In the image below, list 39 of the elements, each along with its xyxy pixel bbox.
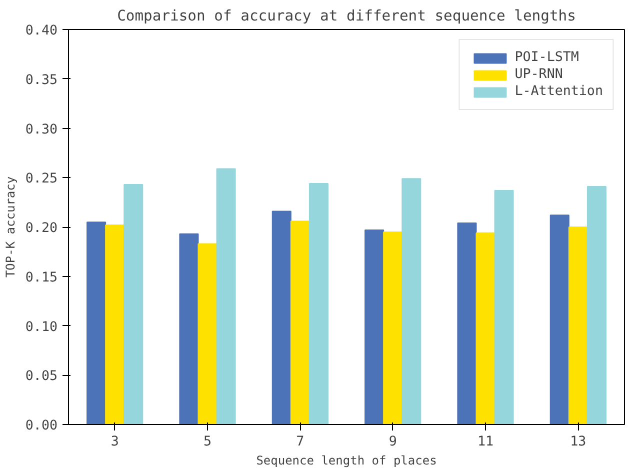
bar xyxy=(383,231,403,424)
bar xyxy=(290,220,310,424)
bar xyxy=(124,184,144,424)
y-tick-label: 0.05 xyxy=(25,369,58,384)
bar xyxy=(216,168,236,424)
bar xyxy=(476,232,496,424)
y-tick-label: 0.40 xyxy=(25,24,58,38)
bar xyxy=(568,226,588,424)
x-tick-label: 11 xyxy=(477,434,494,450)
legend-label: UP-RNN xyxy=(514,67,563,82)
x-tick-label: 9 xyxy=(388,434,397,450)
y-axis-title: TOP-K accuracy xyxy=(3,176,18,278)
chart-title: Comparison of accuracy at different sequence lengths xyxy=(117,8,576,24)
y-tick-label: 0.20 xyxy=(25,221,58,236)
bar xyxy=(586,186,606,424)
bar xyxy=(308,183,328,424)
bar xyxy=(457,222,477,424)
bar xyxy=(179,233,199,424)
y-tick-label: 0.35 xyxy=(25,72,58,88)
bar xyxy=(550,214,570,424)
y-tick-label: 0.30 xyxy=(25,122,58,138)
y-tick-label: 0.00 xyxy=(25,418,58,434)
bar xyxy=(364,229,384,424)
x-tick-label: 13 xyxy=(570,434,586,450)
x-tick-label: 5 xyxy=(203,434,212,450)
y-tick-label: 0.15 xyxy=(25,270,58,286)
x-tick-label: 3 xyxy=(110,434,119,450)
legend-label: L-Attention xyxy=(514,84,603,99)
y-tick-label: 0.10 xyxy=(25,320,58,335)
bar xyxy=(198,243,218,424)
x-axis-title: Sequence length of places xyxy=(256,454,437,468)
bar xyxy=(86,222,106,424)
bar xyxy=(272,210,292,424)
x-tick-label: 7 xyxy=(296,434,304,450)
bar xyxy=(105,224,125,424)
y-tick-label: 0.25 xyxy=(25,172,58,187)
legend-label: POI-LSTM xyxy=(514,50,579,65)
bar xyxy=(402,178,422,424)
bar xyxy=(494,190,514,424)
